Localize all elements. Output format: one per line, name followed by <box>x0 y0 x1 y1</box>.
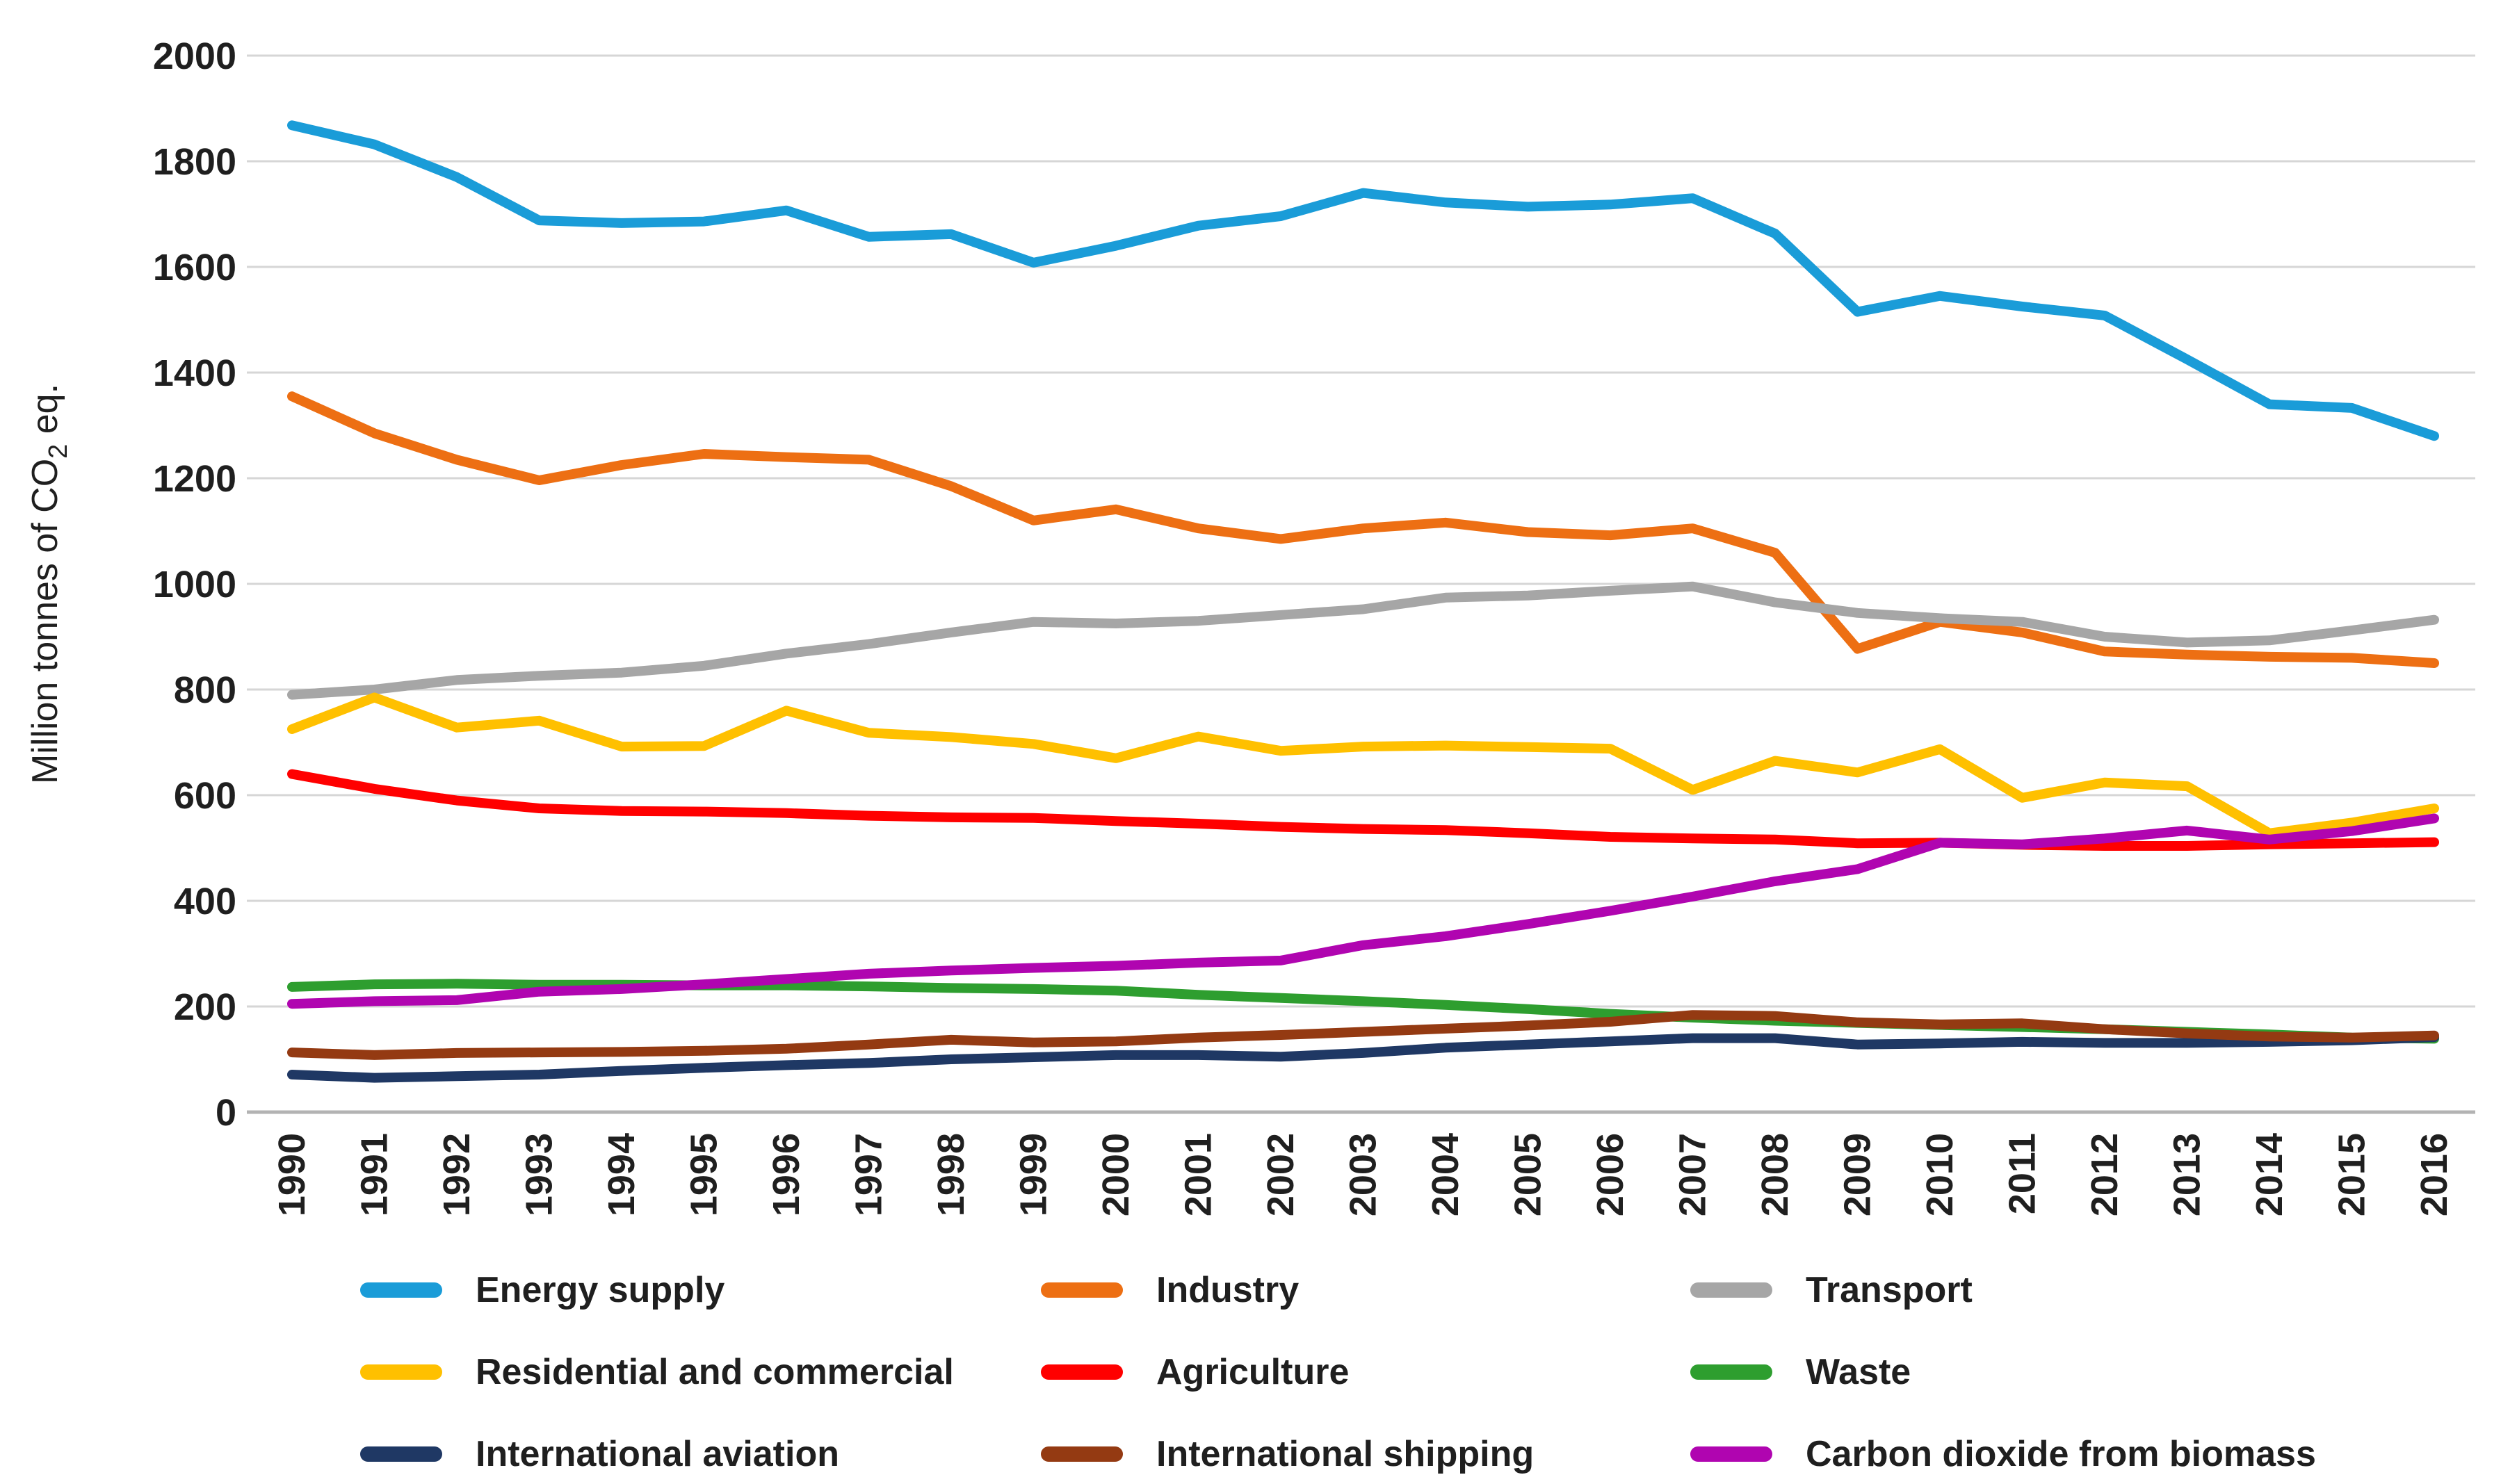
x-year-label: 1994 <box>601 1133 642 1216</box>
legend-label: Industry <box>1156 1270 1300 1310</box>
y-tick-label: 1800 <box>153 141 236 183</box>
legend-item-energy-supply: Energy supply <box>360 1269 725 1311</box>
legend-swatch-transport <box>1690 1282 1772 1298</box>
line-agriculture <box>287 769 2439 851</box>
x-year-label: 1993 <box>519 1133 560 1216</box>
x-year-label: 2002 <box>1260 1133 1302 1216</box>
legend-swatch-waste <box>1690 1364 1772 1380</box>
legend-item-waste: Waste <box>1690 1351 1911 1393</box>
x-year-label: 2004 <box>1425 1133 1466 1216</box>
y-tick-label: 1000 <box>153 564 236 605</box>
x-year-label: 2008 <box>1754 1133 1796 1216</box>
x-year-label: 1995 <box>683 1133 725 1216</box>
legend-item-transport: Transport <box>1690 1269 1973 1311</box>
y-tick-label: 200 <box>174 986 236 1028</box>
x-year-label: 1999 <box>1013 1133 1055 1216</box>
legend-label: Agriculture <box>1156 1352 1350 1392</box>
x-year-label: 2009 <box>1837 1133 1879 1216</box>
x-year-label: 2010 <box>1919 1133 1961 1216</box>
legend-swatch-international-aviation <box>360 1446 442 1462</box>
y-tick-label: 600 <box>174 775 236 817</box>
y-tick-label: 800 <box>174 669 236 711</box>
y-tick-label: 1400 <box>153 352 236 394</box>
legend-item-international-aviation: International aviation <box>360 1433 839 1475</box>
legend-label: Carbon dioxide from biomass <box>1806 1434 2316 1474</box>
y-axis-tick-labels: 0 200 400 600 800 1000 1200 1400 1600 1800 2000 <box>153 35 236 1134</box>
x-year-label: 1990 <box>271 1133 313 1216</box>
x-year-label: 2016 <box>2413 1133 2455 1216</box>
x-year-label: 2012 <box>2084 1133 2126 1216</box>
line-industry <box>287 391 2439 668</box>
x-year-label: 1996 <box>766 1133 807 1216</box>
gridlines <box>247 54 2475 1114</box>
line-international-aviation <box>287 1032 2439 1083</box>
x-year-label: 2014 <box>2249 1133 2290 1216</box>
line-transport <box>287 581 2439 700</box>
x-year-label: 2006 <box>1589 1133 1631 1216</box>
x-year-label: 2000 <box>1095 1133 1137 1216</box>
x-year-label: 2001 <box>1178 1133 1220 1216</box>
x-year-label: 2011 <box>2002 1133 2043 1214</box>
y-tick-label: 1200 <box>153 458 236 500</box>
y-tick-label: 0 <box>216 1092 236 1134</box>
legend-swatch-industry <box>1041 1282 1123 1298</box>
legend-swatch-agriculture <box>1041 1364 1123 1380</box>
x-year-label: 2003 <box>1343 1133 1384 1216</box>
legend-item-agriculture: Agriculture <box>1041 1351 1349 1393</box>
x-year-label: 2007 <box>1672 1133 1714 1216</box>
line-international-shipping <box>287 1010 2439 1060</box>
legend-swatch-residential-and-commercial <box>360 1364 442 1380</box>
legend-item-international-shipping: International shipping <box>1041 1433 1534 1475</box>
legend-item-industry: Industry <box>1041 1269 1299 1311</box>
legend-label: Transport <box>1806 1270 1973 1310</box>
x-year-label: 2015 <box>2331 1133 2373 1216</box>
line-energy-supply <box>287 120 2439 441</box>
x-year-label: 2013 <box>2167 1133 2208 1216</box>
x-year-label: 2005 <box>1507 1133 1549 1216</box>
x-year-label: 1992 <box>436 1133 478 1216</box>
x-axis-year-labels: 1990 1991 1992 1993 1994 1995 1996 1997 1998 1999… <box>271 1133 2455 1216</box>
y-axis-title: Million tonnes of CO2 eq. <box>25 384 73 784</box>
legend-item-carbon-dioxide-from-biomass: Carbon dioxide from biomass <box>1690 1433 2316 1475</box>
legend-swatch-carbon-dioxide-from-biomass <box>1690 1446 1772 1462</box>
x-year-label: 1998 <box>930 1133 972 1216</box>
series-lines <box>287 120 2439 1083</box>
legend-label: Waste <box>1806 1352 1911 1392</box>
x-year-label: 1997 <box>848 1133 890 1216</box>
line-residential-and-commercial <box>287 692 2439 838</box>
legend-item-residential-and-commercial: Residential and commercial <box>360 1351 954 1393</box>
legend-label: International aviation <box>476 1434 839 1474</box>
legend-label: Residential and commercial <box>476 1352 954 1392</box>
legend-swatch-international-shipping <box>1041 1446 1123 1462</box>
x-year-label: 1991 <box>354 1133 396 1216</box>
line-carbon-dioxide-from-biomass <box>287 813 2439 1009</box>
legend-label: Energy supply <box>476 1270 725 1310</box>
y-tick-label: 2000 <box>153 35 236 77</box>
y-tick-label: 1600 <box>153 247 236 288</box>
y-tick-label: 400 <box>174 881 236 922</box>
legend-label: International shipping <box>1156 1434 1535 1474</box>
legend-swatch-energy-supply <box>360 1282 442 1298</box>
